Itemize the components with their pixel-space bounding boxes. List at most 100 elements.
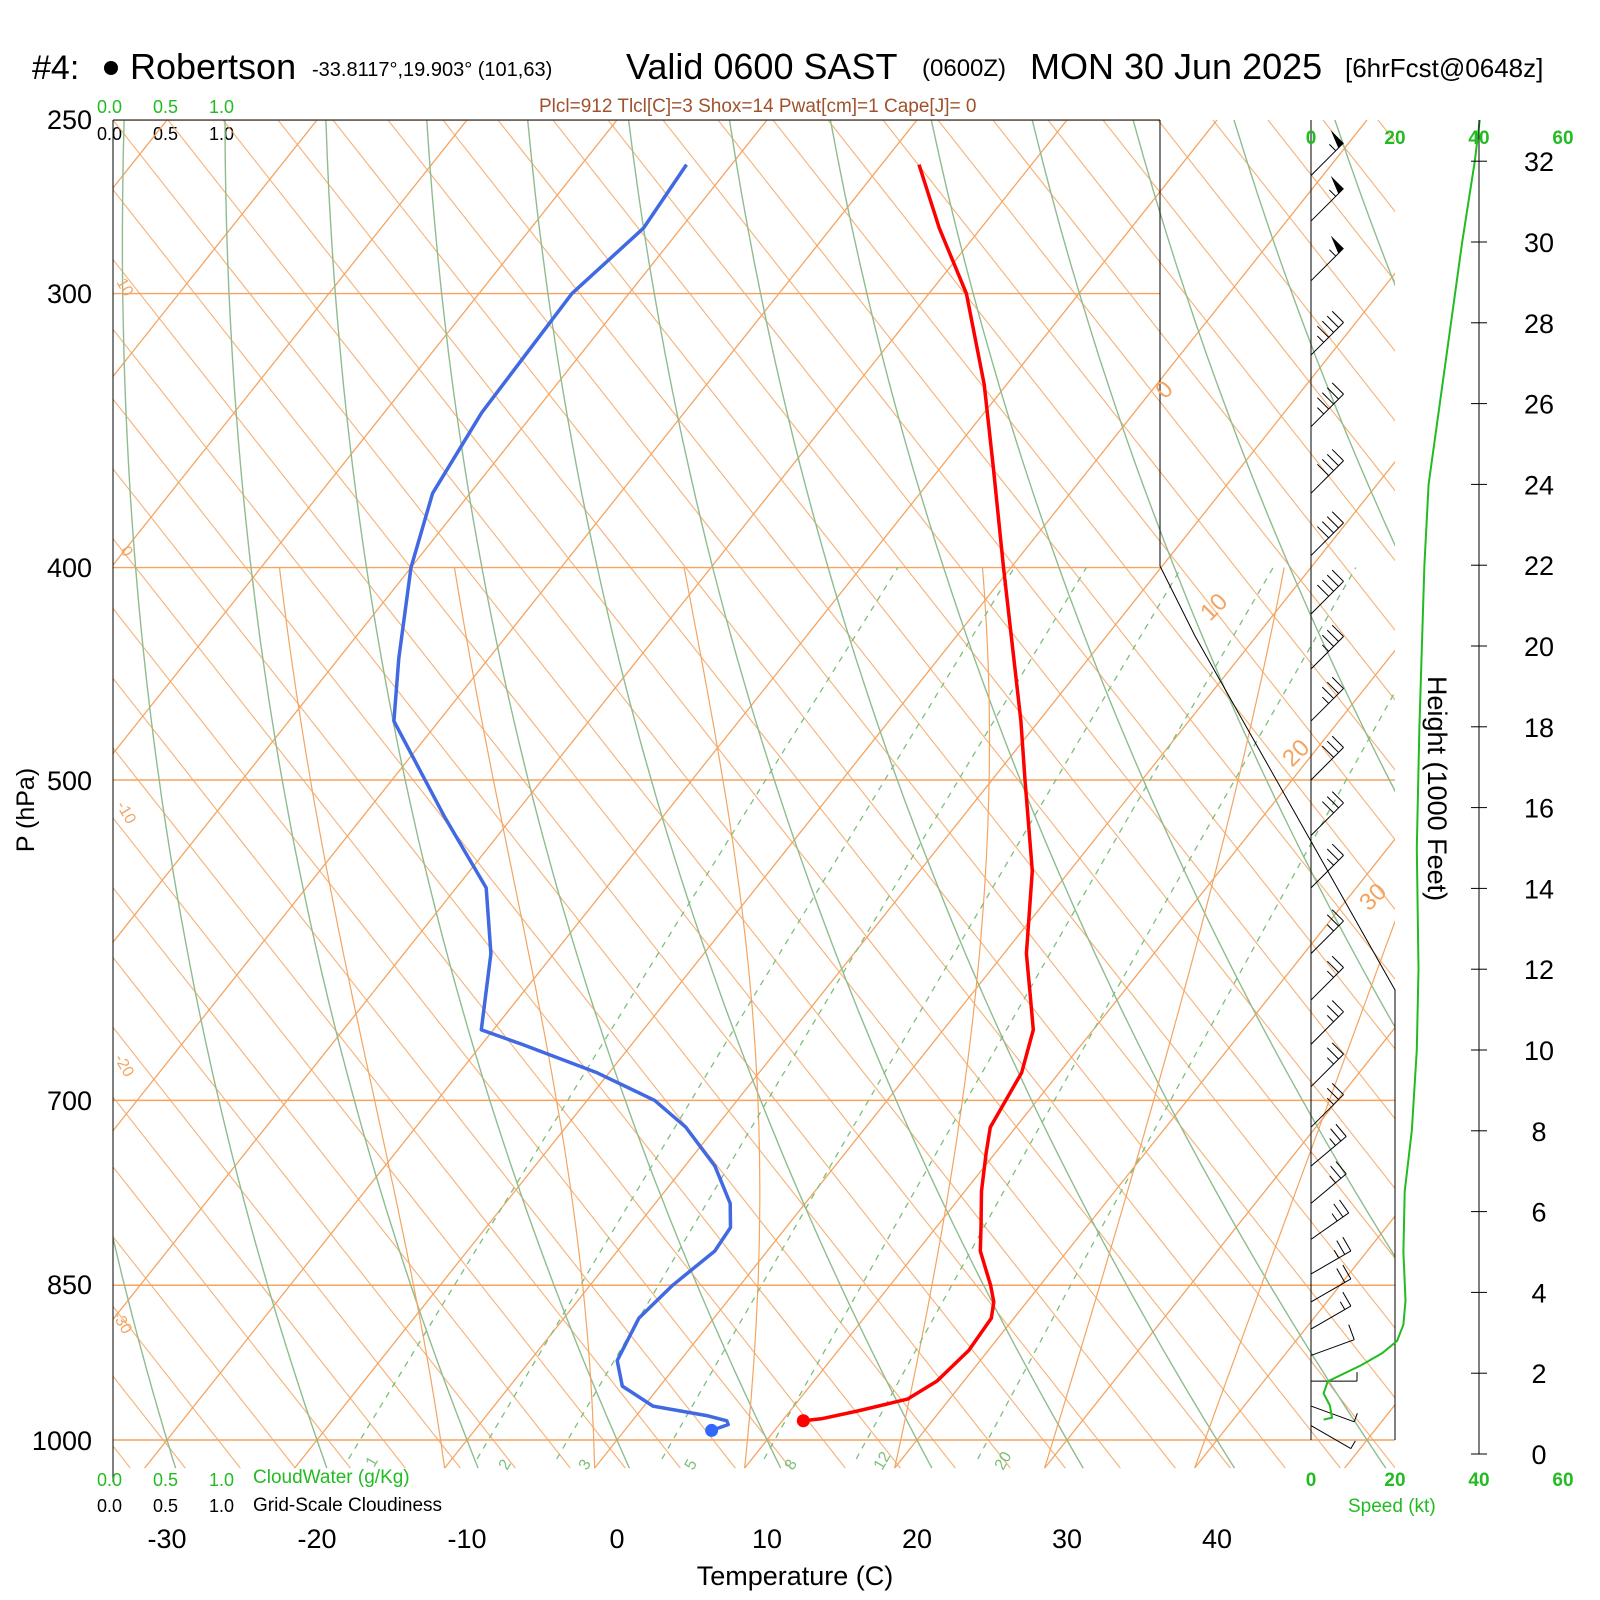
wind-barb-full: [1326, 848, 1339, 861]
diagonal-line: [552, 120, 1395, 1190]
mixing-ratio-label: 20: [992, 1449, 1016, 1473]
wind-barb-half: [1317, 335, 1325, 343]
wind-barb-half: [1329, 189, 1337, 197]
mixing-ratio-label: 5: [682, 1457, 701, 1473]
temperature-tick: 0: [609, 1524, 624, 1554]
wind-barb-half: [1326, 1097, 1334, 1105]
bottom-cloudwater-scale: 0.0 0.5 1.0 CloudWater (g/Kg): [97, 1467, 410, 1490]
wind-barb-staff: [1310, 1094, 1344, 1128]
wind-barb-half: [1333, 1249, 1340, 1259]
wind-barb: [1310, 1405, 1358, 1423]
pressure-axis-label: P (hPa): [12, 768, 40, 852]
dry-adiabat: [224, 120, 479, 1469]
height-tick-label: 18: [1524, 713, 1554, 743]
mixing-ratio-label: 12: [871, 1449, 895, 1473]
wind-barb-full: [1326, 315, 1339, 328]
wind-barb-staff: [1310, 142, 1344, 176]
bottom-cloudiness-scale: 0.0 0.5 1.0 Grid-Scale Cloudiness: [97, 1495, 442, 1516]
isotherm-line: [1344, 1403, 1395, 1469]
diagonal-line: [113, 537, 846, 1469]
wind-barb-flag: [1330, 130, 1344, 149]
wind-barb: [1310, 1123, 1347, 1167]
diagonal-line: [113, 468, 901, 1469]
wind-barb: [1310, 843, 1344, 889]
dry-adiabat: [325, 120, 631, 1469]
wind-barb-full: [1326, 387, 1339, 400]
temperature-tick: 40: [1202, 1524, 1232, 1554]
wind-barb-full: [1330, 1165, 1342, 1179]
mixing-ratio-label: 2: [496, 1457, 515, 1473]
wind-barb-full: [1326, 574, 1339, 587]
isotherm-line: [113, 120, 468, 567]
wind-barb: [1310, 569, 1344, 615]
wind-barb-full: [1317, 584, 1330, 597]
wind-barb-half: [1321, 696, 1330, 704]
isotherm-line: [113, 120, 618, 755]
mixing-ratio-line: [476, 567, 1015, 1460]
valid-time: Valid 0600 SAST: [626, 46, 898, 87]
wind-barb-staff: [1310, 1405, 1355, 1423]
pressure-axis: 250 300 400 500 700 850 1000: [32, 105, 92, 1456]
wind-barb-full: [1321, 320, 1334, 333]
top-cloudiness-tick: 0.0: [97, 124, 122, 144]
diagonal-line: [387, 120, 1395, 1399]
wind-barb-full: [1331, 791, 1344, 804]
wind-barb-staff: [1310, 1278, 1352, 1303]
wind-barb-full: [1342, 1264, 1352, 1280]
wind-barb-full: [1321, 392, 1334, 405]
diagonal-line: [113, 328, 1011, 1469]
wind-barb-full: [1331, 676, 1344, 689]
mixing-ratio-line: [556, 567, 1087, 1460]
temperature-tick: 10: [752, 1524, 782, 1554]
wind-barb: [1310, 624, 1344, 670]
valid-date: MON 30 Jun 2025: [1030, 46, 1322, 87]
wind-barb-full: [1331, 449, 1344, 462]
stability-indices: Plcl=912 Tlcl[C]=3 Shox=14 Pwat[cm]=1 Ca…: [539, 96, 976, 117]
diagonal-line: [1322, 120, 1395, 213]
height-tick-label: 12: [1524, 955, 1554, 985]
wind-barb-half: [1329, 1138, 1336, 1146]
speed-tick-bottom: 40: [1468, 1470, 1489, 1491]
temperature-axis-label: Temperature (C): [697, 1561, 894, 1591]
diagonal-line: [113, 886, 571, 1469]
dewpoint-line: [392, 163, 733, 1433]
wind-barb-staff: [1310, 188, 1344, 222]
isotherm-line: [113, 120, 918, 1132]
wind-barb-flag: [1330, 235, 1344, 254]
wind-barb-half: [1317, 407, 1325, 415]
moist-adiabat: [683, 567, 761, 1469]
wind-barb-half: [1326, 924, 1334, 932]
mixing-ratio-line: [855, 567, 1357, 1460]
top-cloudwater-tick: 0.0: [97, 97, 122, 117]
height-tick-label: 6: [1531, 1198, 1546, 1228]
wind-barb-half: [1331, 1213, 1338, 1222]
wind-barb-staff: [1310, 460, 1344, 494]
diagonal-line: [113, 956, 516, 1469]
wind-barb-staff: [1310, 1173, 1347, 1204]
diagonal-line: [113, 1166, 351, 1469]
wind-barb: [1310, 1291, 1352, 1330]
wind-barb-full: [1326, 960, 1339, 973]
wind-barb-half: [1326, 970, 1334, 978]
diagonal-line: [113, 258, 1066, 1469]
wind-barb: [1310, 449, 1344, 494]
pressure-tick: 500: [47, 766, 92, 796]
wind-barb-full: [1321, 521, 1334, 534]
wind-barb-full: [1326, 1047, 1339, 1060]
sounding-profiles: [392, 163, 1036, 1437]
pressure-tick: 700: [47, 1086, 92, 1116]
mixing-ratio-label: 8: [782, 1457, 801, 1473]
isotherm-line: [1044, 1026, 1395, 1469]
isotherm-line: [594, 460, 1395, 1469]
height-tick-label: 20: [1524, 632, 1554, 662]
wind-barb-full: [1331, 569, 1344, 582]
diagonal-line: [882, 120, 1395, 771]
station-number: #4:: [32, 49, 79, 87]
wind-barb-staff: [1310, 920, 1344, 954]
diagonal-line: [497, 120, 1395, 1260]
wind-barb-staff: [1310, 1212, 1349, 1240]
wind-barb-full: [1321, 634, 1334, 647]
wind-barb-staff: [1310, 1339, 1355, 1356]
bottom-cloudwater-tick: 0.5: [153, 1470, 178, 1490]
